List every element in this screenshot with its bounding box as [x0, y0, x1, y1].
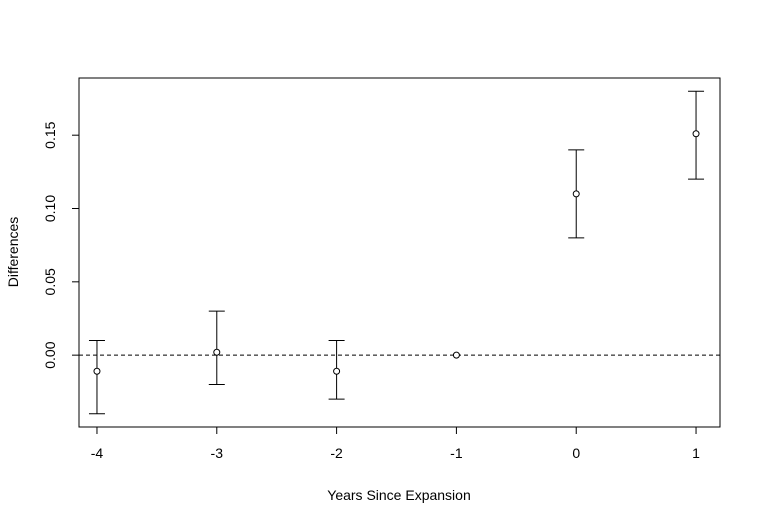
estimate-with-ci — [208, 310, 225, 385]
estimate-with-ci — [688, 90, 705, 180]
y-axis: 0.00 0.05 0.10 0.15 — [42, 121, 80, 369]
x-tick-label: 1 — [692, 445, 700, 461]
y-tick-label: 0.15 — [42, 121, 58, 148]
y-tick-label: 0.05 — [42, 268, 58, 295]
estimate-with-ci — [568, 149, 585, 239]
x-tick-label: -4 — [91, 445, 104, 461]
x-tick-label: 0 — [572, 445, 580, 461]
data-points — [88, 90, 705, 415]
x-axis: -4 -3 -2 -1 0 1 — [91, 426, 700, 461]
estimate-with-ci — [452, 351, 460, 359]
data-point — [692, 130, 700, 138]
x-tick-label: -1 — [450, 445, 463, 461]
data-point — [572, 190, 580, 198]
data-point — [213, 348, 221, 356]
x-axis-label: Years Since Expansion — [327, 487, 470, 503]
estimate-with-ci — [88, 339, 105, 415]
x-tick-label: -3 — [211, 445, 224, 461]
y-tick-label: 0.10 — [42, 195, 58, 222]
x-tick-label: -2 — [330, 445, 343, 461]
data-point — [452, 351, 460, 359]
plot-frame — [78, 77, 721, 428]
y-tick-label: 0.00 — [42, 341, 58, 368]
data-point — [333, 367, 341, 375]
data-point — [93, 367, 101, 375]
estimate-with-ci — [328, 339, 345, 400]
y-axis-label: Differences — [5, 217, 21, 288]
